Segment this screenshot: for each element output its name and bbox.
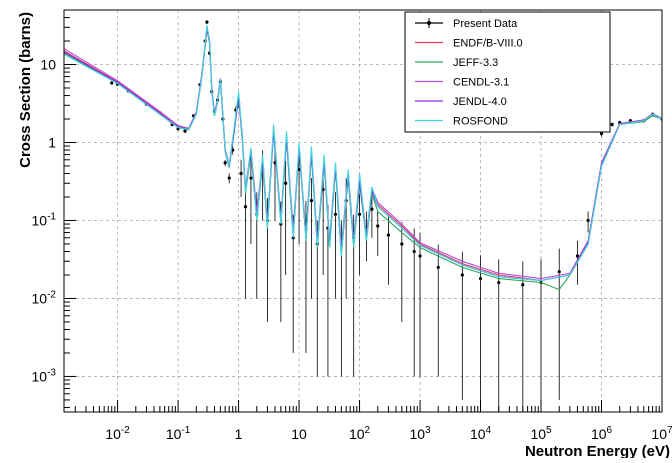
legend-entry: JENDL-4.0: [415, 96, 507, 108]
x-tick-label: 10: [291, 426, 307, 442]
x-tick-label: 105: [530, 425, 552, 442]
data-point: [333, 212, 338, 216]
x-axis-title: Neutron Energy (eV): [525, 443, 670, 458]
y-tick-label: 1: [48, 134, 56, 150]
data-point: [557, 270, 561, 274]
data-point: [110, 81, 114, 85]
data-point: [239, 171, 243, 176]
x-tick-label: 10-2: [105, 425, 130, 442]
data-point: [575, 254, 580, 258]
plot-frame: [63, 9, 663, 413]
legend-label: ROSFOND: [453, 116, 508, 128]
series-line-rosfond: [64, 25, 662, 282]
data-point: [478, 276, 483, 281]
legend-label: JENDL-4.0: [453, 96, 507, 108]
legend-label: JEFF-3.3: [453, 57, 498, 69]
data-point: [309, 198, 314, 203]
data-point: [599, 132, 604, 136]
tick-labels: 10-2 10-1 1 10 102 103 104 105 106 107 10-3 10-2 10-…: [32, 57, 672, 442]
data-series: [64, 20, 662, 412]
x-tick-label: 104: [470, 425, 492, 442]
data-point: [223, 161, 227, 165]
legend-label: ENDF/B-VIII.0: [453, 38, 523, 50]
legend-entry: ENDF/B-VIII.0: [415, 38, 523, 50]
legend-entry: ROSFOND: [415, 116, 508, 128]
data-point: [249, 176, 253, 180]
data-point: [357, 212, 362, 216]
data-point: [376, 224, 380, 228]
data-point: [227, 176, 231, 180]
x-tick-label: 107: [651, 425, 672, 442]
data-point: [279, 222, 283, 226]
data-point: [586, 218, 590, 223]
x-tick-label: 102: [349, 425, 371, 442]
data-point: [284, 181, 288, 185]
legend-entry: Present Data: [415, 18, 518, 30]
x-tick-label: 106: [591, 425, 613, 442]
data-point: [610, 122, 614, 127]
axis-ticks: [64, 9, 663, 412]
data-point: [400, 242, 404, 246]
y-tick-label: 10-2: [32, 289, 57, 306]
legend-entry: CENDL-3.1: [415, 77, 509, 89]
y-tick-label: 10-1: [32, 211, 57, 228]
data-point: [436, 265, 440, 270]
y-tick-label: 10-3: [32, 367, 57, 384]
legend-box: [404, 11, 611, 133]
data-point: [412, 249, 416, 254]
data-point: [205, 20, 209, 24]
x-tick-label: 1: [235, 426, 243, 442]
x-tick-label: 10-1: [166, 425, 191, 442]
data-point: [418, 254, 422, 258]
data-point: [521, 283, 525, 287]
x-tick-label: 103: [409, 425, 431, 442]
data-point: [497, 280, 501, 285]
data-point: [460, 273, 464, 277]
legend: Present Data ENDF/B-VIII.0 JEFF-3.3 CENDL-3…: [404, 11, 611, 133]
legend-entry: JEFF-3.3: [415, 57, 498, 69]
y-axis-title: Cross Section (barns): [17, 12, 34, 168]
legend-label: Present Data: [453, 18, 518, 30]
data-point: [243, 205, 248, 209]
legend-label: CENDL-3.1: [453, 77, 509, 89]
data-point: [183, 129, 187, 133]
data-point: [386, 233, 391, 237]
data-point: [370, 207, 374, 211]
y-tick-label: 10: [40, 57, 56, 73]
